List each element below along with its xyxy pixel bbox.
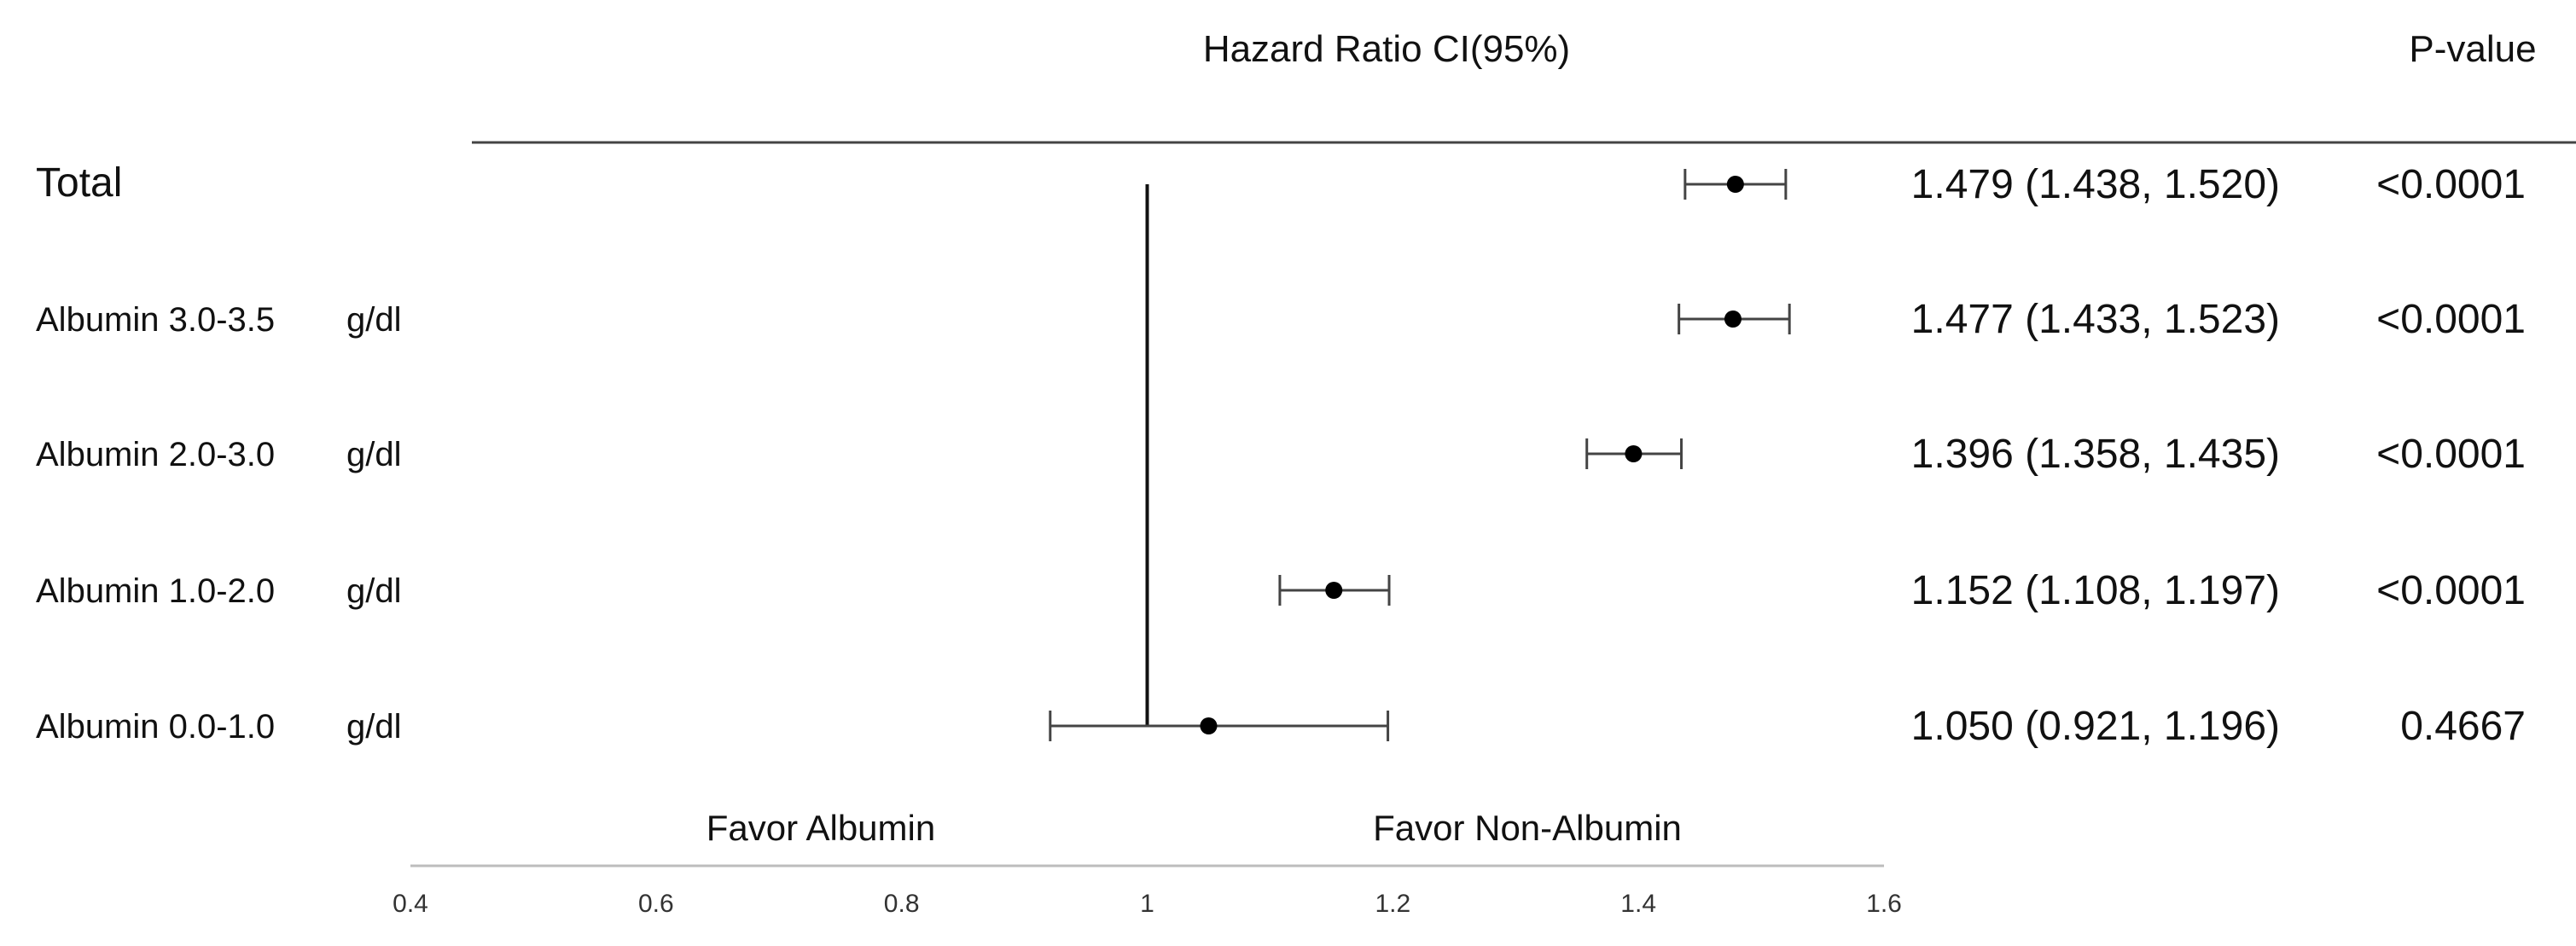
row-label: Albumin 3.0-3.5 <box>36 301 275 339</box>
hazard-ratio-point <box>1726 176 1744 193</box>
p-value-text: <0.0001 <box>2376 432 2526 477</box>
p-value-header: P-value <box>2409 28 2536 70</box>
ci-value-text: 1.477 (1.433, 1.523) <box>1911 297 2280 342</box>
x-tick-label: 1.4 <box>1620 890 1656 918</box>
ci-value-text: 1.050 (0.921, 1.196) <box>1911 704 2280 749</box>
forest-row: Albumin 2.0-3.0 g/dl 1.396 (1.358, 1.435) <… <box>36 432 2526 477</box>
hazard-ratio-header: Hazard Ratio CI(95%) <box>1203 28 1570 70</box>
forest-row: Albumin 0.0-1.0 g/dl 1.050 (0.921, 1.196) 0… <box>36 704 2526 749</box>
x-tick-label: 0.8 <box>884 890 920 918</box>
x-tick-label: 0.4 <box>393 890 428 918</box>
forest-row: Albumin 1.0-2.0 g/dl 1.152 (1.108, 1.197) <… <box>36 568 2526 613</box>
p-value-text: 0.4667 <box>2400 704 2526 749</box>
x-tick-label: 0.6 <box>638 890 674 918</box>
ci-value-text: 1.479 (1.438, 1.520) <box>1911 162 2280 207</box>
hazard-ratio-point <box>1200 717 1218 734</box>
row-unit-label: g/dl <box>346 572 402 610</box>
forest-row: Albumin 3.0-3.5 g/dl 1.477 (1.433, 1.523) <… <box>36 297 2526 342</box>
row-unit-label: g/dl <box>346 436 402 473</box>
hazard-ratio-point <box>1325 582 1343 599</box>
row-label: Albumin 2.0-3.0 <box>36 436 275 473</box>
p-value-text: <0.0001 <box>2376 297 2526 342</box>
row-unit-label: g/dl <box>346 301 402 339</box>
favor-non-albumin-label: Favor Non-Albumin <box>1373 808 1682 848</box>
x-tick-label: 1 <box>1140 890 1154 918</box>
ci-value-text: 1.396 (1.358, 1.435) <box>1911 432 2280 477</box>
row-unit-label: g/dl <box>346 708 402 746</box>
p-value-text: <0.0001 <box>2376 162 2526 207</box>
forest-row: Total 1.479 (1.438, 1.520) <0.0001 <box>36 160 2526 207</box>
x-tick-label: 1.2 <box>1375 890 1410 918</box>
p-value-text: <0.0001 <box>2376 568 2526 613</box>
hazard-ratio-point <box>1724 310 1742 328</box>
x-axis-ticks: 0.4 0.6 0.8 1 1.2 1.4 1.6 <box>393 890 1902 918</box>
row-label: Albumin 1.0-2.0 <box>36 572 275 610</box>
ci-value-text: 1.152 (1.108, 1.197) <box>1911 568 2280 613</box>
hazard-ratio-point <box>1625 445 1643 462</box>
row-label: Total <box>36 160 122 206</box>
forest-rows: Total 1.479 (1.438, 1.520) <0.0001Albumin … <box>36 160 2526 749</box>
row-label: Albumin 0.0-1.0 <box>36 708 275 746</box>
favor-albumin-label: Favor Albumin <box>707 808 935 848</box>
x-tick-label: 1.6 <box>1866 890 1902 918</box>
